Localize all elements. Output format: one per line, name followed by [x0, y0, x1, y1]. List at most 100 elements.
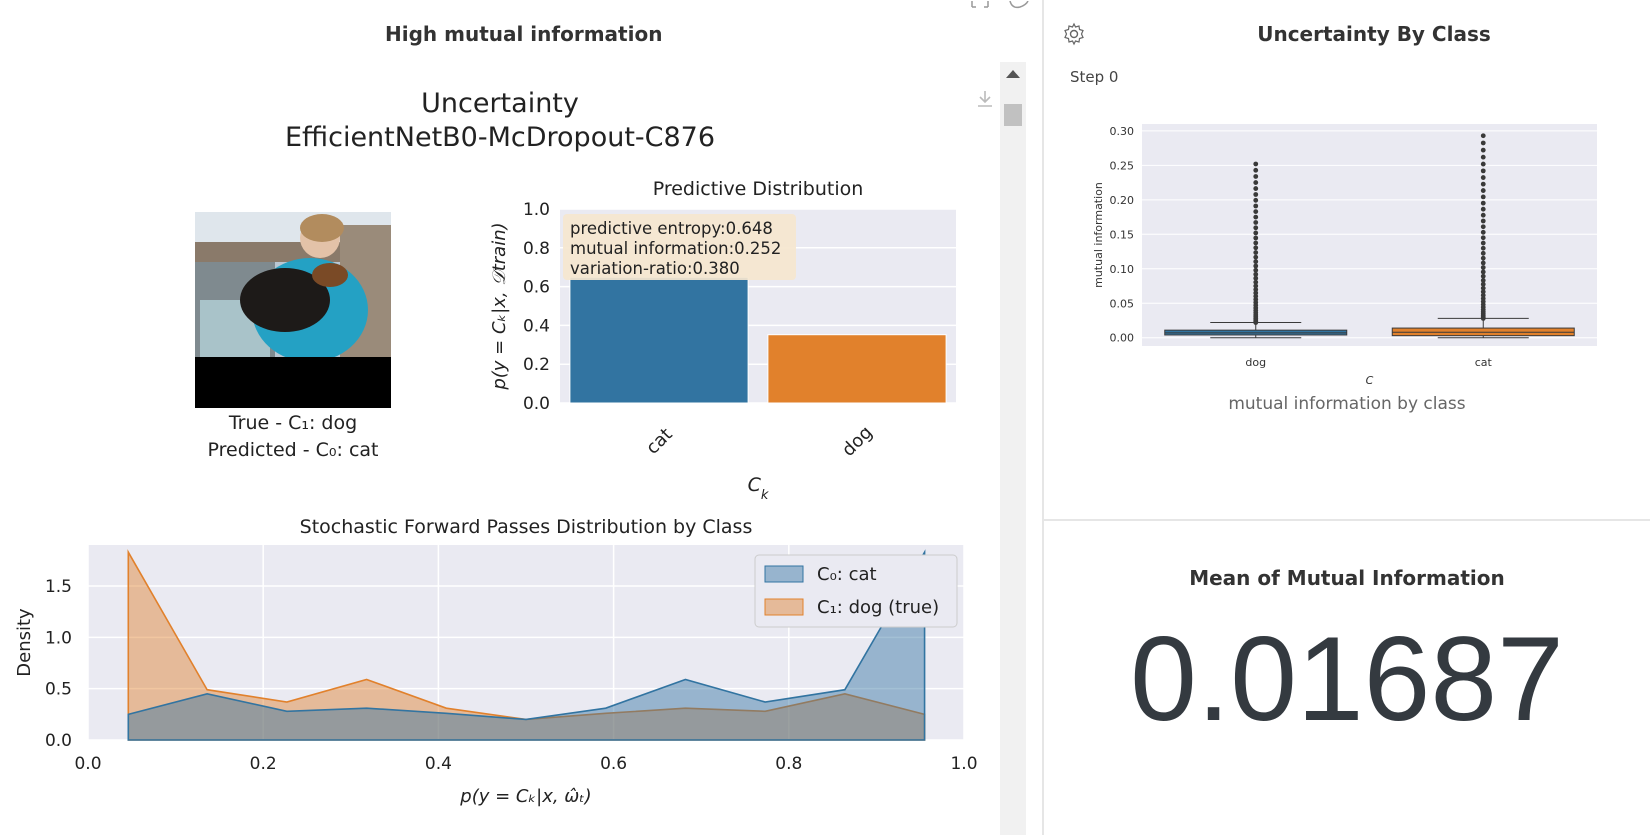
outlier-point — [1253, 254, 1259, 260]
outlier-point — [1253, 174, 1259, 179]
y-tick-label: 0.05 — [1110, 297, 1135, 310]
x-tick-label: 1.0 — [950, 754, 977, 774]
step-label: Step 0 — [1070, 68, 1119, 86]
outlier-point — [1253, 290, 1259, 296]
outlier-point — [1480, 168, 1486, 174]
y-tick-label: 0.00 — [1110, 332, 1135, 345]
outlier-point — [1480, 269, 1486, 275]
y-tick-label: 0.20 — [1110, 194, 1135, 207]
outlier-point — [1253, 220, 1259, 225]
legend-label: C₀: cat — [817, 564, 877, 585]
outlier-point — [1480, 255, 1486, 261]
annotation-bg — [563, 214, 796, 280]
outlier-point — [1253, 209, 1259, 214]
y-tick-label: 0.4 — [523, 316, 550, 336]
legend-swatch — [764, 565, 804, 583]
outlier-point — [1480, 281, 1486, 287]
predictive-distribution-chart: 0.0 0.2 0.4 0.6 0.8 1.0 cat dog Predictive Distr… — [489, 178, 956, 503]
outlier-point — [1253, 279, 1259, 285]
horizontal-divider — [1044, 519, 1650, 521]
scrollbar[interactable] — [1000, 62, 1026, 835]
image-caption-line1: True - C₁: dog — [228, 412, 357, 434]
x-axis-label: p(y = Cₖ|x, ω̂ₜ) — [459, 786, 591, 807]
outlier-point — [1480, 250, 1486, 256]
y-tick-label: 0.8 — [523, 239, 550, 259]
x-tick-label: dog — [1245, 356, 1266, 369]
plot-area — [1142, 124, 1597, 346]
legend-frame — [754, 554, 958, 628]
legend-label: C₁: dog (true) — [817, 597, 939, 618]
scroll-up-icon[interactable] — [1006, 70, 1020, 78]
outlier-point — [1253, 250, 1259, 255]
outlier-point — [1253, 197, 1259, 203]
x-tick-label: dog — [838, 422, 877, 461]
uncertainty-figure: Uncertainty EfficientNetB0-McDropout-C87… — [14, 88, 978, 807]
y-tick-label: 0.25 — [1110, 159, 1135, 172]
vertical-divider — [1042, 0, 1044, 835]
figure-suptitle-line2: EfficientNetB0-McDropout-C876 — [285, 122, 715, 153]
outlier-point — [1480, 218, 1486, 224]
y-axis-label: p(y = Cₖ|x, 𝒟train) — [489, 222, 510, 390]
box-plot: 0.00 0.05 0.10 0.15 0.20 0.25 0.30 dog cat mutual… — [1092, 124, 1597, 387]
outlier-point — [1480, 206, 1486, 212]
fullscreen-icon[interactable] — [971, 1, 989, 8]
outlier-point — [1253, 263, 1259, 269]
x-tick-label: 0.6 — [600, 754, 627, 774]
x-tick-label: 0.0 — [74, 754, 101, 774]
panel-toolbar — [968, 0, 1034, 12]
download-icon[interactable] — [974, 88, 996, 110]
outlier-point — [1480, 212, 1486, 218]
outlier-point — [1480, 181, 1486, 187]
panel-title: High mutual information — [385, 22, 663, 46]
outlier-point — [1480, 140, 1486, 146]
outlier-point — [1480, 277, 1486, 283]
outlier-point — [1253, 259, 1259, 265]
outlier-point — [1480, 289, 1486, 295]
figure-suptitle-line1: Uncertainty — [421, 88, 579, 119]
outlier-point — [1253, 161, 1259, 167]
sample-photo — [195, 212, 391, 408]
gear-icon[interactable] — [1062, 22, 1086, 46]
outlier-point — [1480, 200, 1486, 206]
x-tick-label: cat — [642, 424, 677, 459]
y-tick-label: 0.5 — [45, 680, 72, 700]
y-tick-label: 0.30 — [1110, 125, 1135, 138]
outlier-point — [1480, 194, 1486, 200]
outlier-point — [1480, 235, 1486, 241]
outlier-point — [1253, 283, 1259, 289]
outlier-point — [1480, 245, 1486, 251]
outlier-point — [1253, 180, 1259, 185]
legend-swatch — [764, 598, 804, 616]
comment-icon[interactable] — [1009, 0, 1029, 9]
scroll-thumb[interactable] — [1004, 104, 1022, 126]
outlier-point — [1480, 229, 1486, 235]
outlier-point — [1253, 287, 1259, 292]
outlier-point — [1253, 192, 1259, 197]
x-tick-label: 0.2 — [250, 754, 277, 774]
outlier-point — [1480, 273, 1486, 279]
panel-title-mean: Mean of Mutual Information — [1189, 566, 1505, 590]
y-tick-label: 0.2 — [523, 355, 550, 375]
y-tick-label: 1.5 — [45, 577, 72, 597]
outlier-point — [1253, 167, 1259, 173]
outlier-point — [1253, 214, 1259, 220]
outlier-point — [1480, 175, 1486, 180]
forward-passes-chart: 0.0 0.5 1.0 1.5 0.0 0.2 0.4 0.6 0.8 1.0 Stochastic… — [14, 516, 978, 807]
x-tick-label: 0.8 — [775, 754, 802, 774]
outlier-point — [1480, 240, 1486, 246]
outlier-point — [1480, 188, 1486, 193]
outlier-point — [1253, 245, 1259, 251]
outlier-point — [1480, 265, 1486, 270]
area-series-1 — [127, 549, 926, 741]
legend: C₀: cat C₁: dog (true) — [754, 554, 958, 628]
y-axis-label: mutual information — [1092, 182, 1105, 288]
y-tick-label: 0.10 — [1110, 263, 1135, 276]
x-tick-label: 0.4 — [425, 754, 452, 774]
outlier-point — [1480, 260, 1486, 266]
outlier-point — [1253, 271, 1259, 277]
y-axis-label: Density — [14, 608, 35, 677]
outlier-point — [1480, 154, 1486, 160]
y-tick-label: 0.0 — [523, 394, 550, 414]
annotation-line: mutual information:0.252 — [570, 239, 781, 258]
